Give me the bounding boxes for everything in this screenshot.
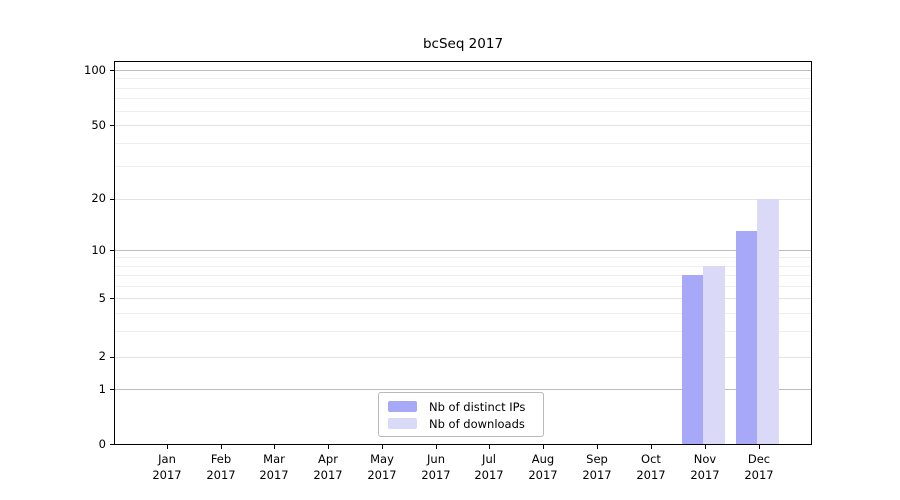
- x-tick-mark-mar: [274, 445, 275, 449]
- y-axis-tick-label-1: 1: [98, 382, 106, 396]
- y-axis-tick-label-10: 10: [91, 243, 106, 257]
- x-axis-tick-label-dec: Dec 2017: [744, 452, 774, 482]
- gridline-minor-3: [115, 331, 811, 332]
- x-axis-tick-label-oct: Oct 2017: [636, 452, 666, 482]
- y-tick-mark-5: [110, 298, 114, 299]
- x-axis-tick-label-jul: Jul 2017: [474, 452, 504, 482]
- x-axis-tick-label-may: May 2017: [367, 452, 397, 482]
- y-axis-tick-label-50: 50: [91, 118, 106, 132]
- x-axis-tick-label-aug: Aug 2017: [528, 452, 558, 482]
- y-tick-mark-0: [110, 444, 114, 445]
- legend-label-downloads: Nb of downloads: [429, 416, 525, 431]
- legend-entry-distinct-ips: Nb of distinct IPs: [388, 399, 534, 414]
- legend-swatch-distinct-ips: [388, 401, 417, 412]
- x-tick-mark-feb: [221, 445, 222, 449]
- x-tick-mark-nov: [705, 445, 706, 449]
- x-axis-tick-label-nov: Nov 2017: [690, 452, 720, 482]
- x-axis-tick-label-mar: Mar 2017: [259, 452, 289, 482]
- y-axis-tick-label-5: 5: [98, 291, 106, 305]
- y-tick-mark-10: [110, 250, 114, 251]
- gridline-mid-20: [115, 199, 811, 200]
- x-tick-mark-apr: [328, 445, 329, 449]
- plot-border-top: [114, 61, 812, 62]
- gridline-minor-7: [115, 275, 811, 276]
- x-tick-mark-oct: [651, 445, 652, 449]
- plot-border-bottom: [114, 444, 812, 445]
- gridline-minor-30: [115, 166, 811, 167]
- bar-nb-of-downloads-dec: [757, 198, 779, 444]
- legend-label-distinct-ips: Nb of distinct IPs: [429, 399, 526, 414]
- gridline-major-1: [115, 389, 811, 390]
- x-axis-tick-label-jan: Jan 2017: [152, 452, 182, 482]
- bar-nb-of-distinct-ips-nov: [682, 274, 704, 444]
- gridline-major-100: [115, 70, 811, 71]
- gridline-minor-60: [115, 111, 811, 112]
- y-tick-mark-1: [110, 389, 114, 390]
- gridline-minor-4: [115, 313, 811, 314]
- x-tick-mark-dec: [759, 445, 760, 449]
- x-tick-mark-may: [382, 445, 383, 449]
- x-tick-mark-jan: [167, 445, 168, 449]
- y-tick-mark-2: [110, 357, 114, 358]
- gridline-mid-2: [115, 357, 811, 358]
- gridline-minor-70: [115, 98, 811, 99]
- gridline-mid-5: [115, 298, 811, 299]
- x-axis-tick-label-apr: Apr 2017: [313, 452, 343, 482]
- y-axis-tick-label-20: 20: [91, 191, 106, 205]
- legend-swatch-downloads: [388, 418, 417, 429]
- x-tick-mark-jun: [436, 445, 437, 449]
- y-tick-mark-100: [110, 70, 114, 71]
- y-axis-tick-label-2: 2: [98, 349, 106, 363]
- y-axis-tick-label-0: 0: [98, 437, 106, 451]
- gridline-minor-9: [115, 257, 811, 258]
- legend: Nb of distinct IPs Nb of downloads: [378, 392, 544, 437]
- gridline-major-10: [115, 250, 811, 251]
- plot-border-right: [811, 61, 812, 445]
- x-axis-tick-label-jun: Jun 2017: [421, 452, 451, 482]
- x-tick-mark-sep: [597, 445, 598, 449]
- plot-border-left: [114, 61, 115, 445]
- x-axis-tick-label-sep: Sep 2017: [582, 452, 612, 482]
- gridline-mid-50: [115, 125, 811, 126]
- gridline-minor-40: [115, 143, 811, 144]
- gridline-minor-6: [115, 286, 811, 287]
- bar-nb-of-downloads-nov: [703, 265, 725, 444]
- gridline-minor-8: [115, 266, 811, 267]
- gridline-minor-80: [115, 88, 811, 89]
- y-axis-tick-label-100: 100: [84, 63, 106, 77]
- x-tick-mark-aug: [543, 445, 544, 449]
- gridline-minor-90: [115, 78, 811, 79]
- y-tick-mark-20: [110, 199, 114, 200]
- x-axis-tick-label-feb: Feb 2017: [206, 452, 236, 482]
- x-tick-mark-jul: [489, 445, 490, 449]
- bar-nb-of-distinct-ips-dec: [736, 230, 758, 444]
- legend-entry-downloads: Nb of downloads: [388, 416, 534, 431]
- y-tick-mark-50: [110, 125, 114, 126]
- chart-title: bcSeq 2017: [422, 36, 504, 52]
